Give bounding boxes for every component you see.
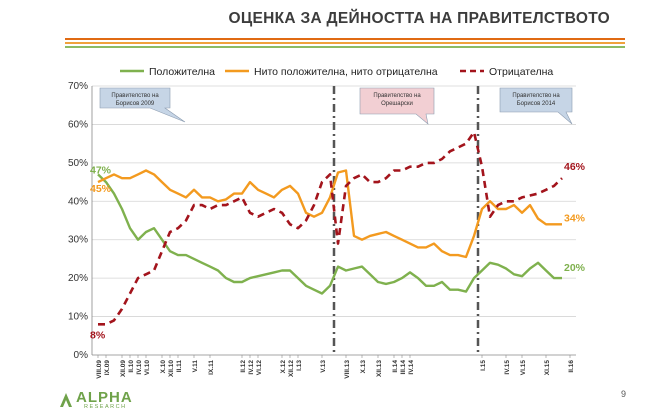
page-title: ОЦЕНКА ЗА ДЕЙНОСТТА НА ПРАВИТЕЛСТВОТО <box>228 10 610 27</box>
y-tick-label: 10% <box>68 312 88 323</box>
annotation-text-line: Правителство на <box>111 93 159 99</box>
series-line-neutral <box>97 169 562 259</box>
x-tick-label: VIII.13 <box>344 360 351 379</box>
y-tick-label: 30% <box>68 235 88 246</box>
title-rule-light-orange <box>65 42 625 44</box>
x-tick-label: XII.12 <box>288 360 295 377</box>
data-label-neutral-last: 34% <box>564 212 586 224</box>
data-label-negative-first: 8% <box>90 329 106 341</box>
annotation-box <box>499 87 573 125</box>
logo-name: ALPHA <box>76 389 133 406</box>
x-tick-label: IX.09 <box>104 360 111 376</box>
x-tick-label: IV.15 <box>504 360 511 375</box>
x-tick-label: XII.10 <box>168 360 175 377</box>
x-tick-label: X.12 <box>280 360 287 374</box>
data-label-neutral-first: 45% <box>90 183 112 195</box>
x-tick-label: II.10 <box>128 360 135 373</box>
series-line-positive <box>97 173 562 295</box>
x-tick-label: II.16 <box>568 360 575 373</box>
legend-label: Нито положителна, нито отрицателна <box>254 66 438 78</box>
page-number: 9 <box>620 389 626 399</box>
x-tick-label: IV.14 <box>408 360 415 375</box>
x-tick-label: I.15 <box>480 360 487 371</box>
x-tick-label: IX.11 <box>208 360 215 375</box>
logo-subtitle: RESEARCH <box>84 404 127 410</box>
y-tick-label: 40% <box>68 196 88 207</box>
x-tick-label: I.13 <box>296 360 303 371</box>
x-tick-label: VI.12 <box>256 360 263 376</box>
annotation-text-line: Правителство на <box>373 93 421 99</box>
annotation-callout: Правителство на Орешарски <box>359 87 435 125</box>
title-rule-orange <box>65 38 625 40</box>
x-tick-label: X.10 <box>160 360 167 374</box>
annotation-callout: Правителство на Борисов 2009 <box>99 87 186 123</box>
x-tick-label: X.13 <box>360 360 367 374</box>
x-tick-label: VI.15 <box>520 360 527 376</box>
annotation-text-line: Борисов 2014 <box>517 101 556 107</box>
x-tick-label: XII.13 <box>376 360 383 377</box>
series-line-negative <box>98 130 563 326</box>
y-tick-label: 50% <box>68 158 88 169</box>
x-tick-label: II.12 <box>240 360 247 373</box>
alpha-research-logo: ALPHA RESEARCH <box>58 389 178 411</box>
y-tick-label: 70% <box>68 81 88 92</box>
annotation-text-line: Борисов 2009 <box>116 101 155 107</box>
x-tick-label: V.13 <box>320 360 327 373</box>
annotation-box <box>359 87 435 125</box>
x-tick-label: II.14 <box>392 360 399 373</box>
y-tick-label: 20% <box>68 273 88 284</box>
legend-label: Отрицателна <box>489 66 553 78</box>
legend-label: Положителна <box>149 66 215 78</box>
y-tick-label: 60% <box>68 119 88 130</box>
x-tick-label: XII.09 <box>120 360 127 377</box>
logo-mark-icon <box>60 393 72 407</box>
x-tick-label: IV.12 <box>248 360 255 375</box>
x-tick-label: III.14 <box>400 360 407 375</box>
data-label-positive-first: 47% <box>90 164 112 176</box>
x-tick-label: VIII.09 <box>96 360 103 379</box>
x-tick-label: XI.15 <box>544 360 551 376</box>
x-tick-label: II.11 <box>176 360 183 373</box>
y-tick-label: 0% <box>74 350 89 361</box>
title-rule-green <box>65 46 625 48</box>
annotation-box <box>99 87 186 123</box>
annotation-text-line: Правителство на <box>512 93 560 99</box>
annotation-callout: Правителство на Борисов 2014 <box>499 87 573 125</box>
x-tick-label: IV.10 <box>136 360 143 375</box>
data-label-negative-last: 46% <box>564 161 586 173</box>
x-tick-label: VI.10 <box>144 360 151 376</box>
data-label-positive-last: 20% <box>564 262 586 274</box>
annotation-text-line: Орешарски <box>381 101 413 107</box>
x-tick-label: V.11 <box>192 360 199 373</box>
